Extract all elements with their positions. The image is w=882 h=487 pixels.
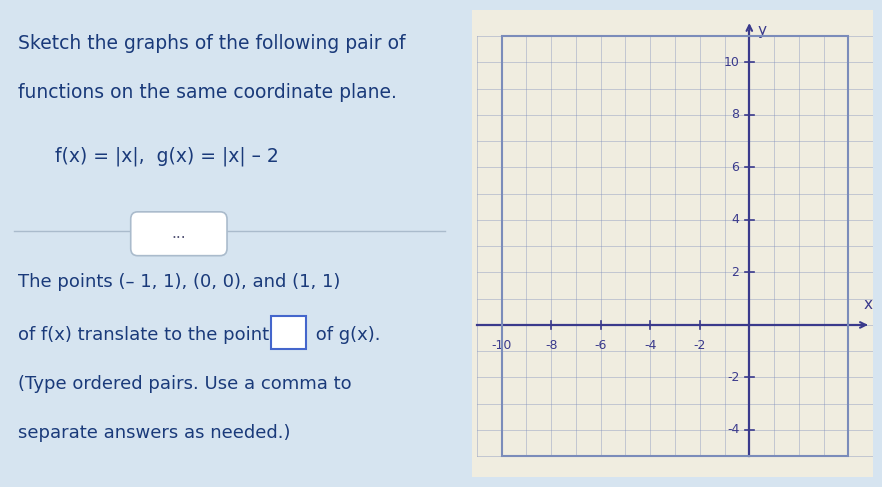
Text: -4: -4 [644,339,656,353]
Text: 2: 2 [731,266,739,279]
Text: 6: 6 [731,161,739,174]
FancyBboxPatch shape [271,316,306,349]
Text: -6: -6 [594,339,607,353]
Text: -4: -4 [727,424,739,436]
Text: f(x) = |x|,  g(x) = |x| – 2: f(x) = |x|, g(x) = |x| – 2 [55,146,279,166]
Text: -2: -2 [727,371,739,384]
Text: (Type ordered pairs. Use a comma to: (Type ordered pairs. Use a comma to [19,375,352,393]
Text: Sketch the graphs of the following pair of: Sketch the graphs of the following pair … [19,34,406,53]
Bar [502,36,848,456]
Text: -2: -2 [693,339,706,353]
Text: functions on the same coordinate plane.: functions on the same coordinate plane. [19,83,397,102]
Text: of g(x).: of g(x). [310,326,380,344]
Text: -10: -10 [491,339,512,353]
Text: y: y [758,23,767,38]
Text: separate answers as needed.): separate answers as needed.) [19,424,291,442]
Text: 8: 8 [731,108,739,121]
Text: 4: 4 [731,213,739,226]
Text: -8: -8 [545,339,557,353]
FancyBboxPatch shape [131,212,227,256]
Text: ...: ... [172,226,186,241]
Text: 10: 10 [723,56,739,69]
Text: The points (– 1, 1), (0, 0), and (1, 1): The points (– 1, 1), (0, 0), and (1, 1) [19,273,340,291]
Text: x: x [863,297,872,312]
Text: of f(x) translate to the points: of f(x) translate to the points [19,326,279,344]
